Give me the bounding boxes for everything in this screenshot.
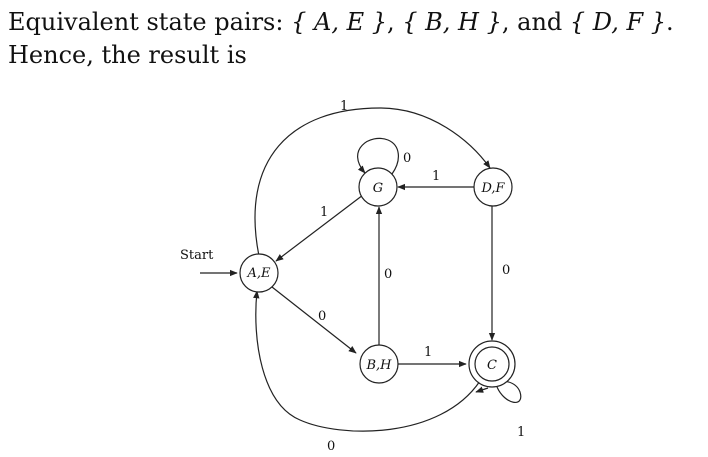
pair-separator-1: ,: [387, 8, 403, 36]
state-df: D,F: [473, 167, 513, 207]
pair-b-h: { B, H }: [402, 8, 502, 36]
equivalent-pairs-suffix: .: [666, 8, 674, 36]
edge-label-g-g: 0: [403, 151, 411, 166]
equivalent-pairs-line: Equivalent state pairs: { A, E }, { B, H…: [8, 6, 674, 39]
state-ae: A,E: [239, 253, 279, 293]
state-c: C: [468, 340, 516, 388]
edge-ae-bh: [271, 286, 357, 354]
edge-label-c-ae: 0: [327, 439, 335, 454]
state-bh-label: B,H: [365, 358, 392, 373]
edge-c-c-arrow: [475, 386, 489, 393]
edge-label-ae-df: 1: [340, 99, 348, 114]
state-ae-circle: [239, 253, 279, 293]
edge-label-ae-bh: 0: [318, 309, 326, 324]
state-g: G: [358, 167, 398, 207]
edge-label-g-ae: 1: [320, 205, 328, 220]
equivalent-pairs-prefix: Equivalent state pairs:: [8, 8, 292, 36]
edge-label-bh-g: 0: [384, 267, 392, 282]
pair-d-f: { D, F }: [569, 8, 666, 36]
state-df-circle: [473, 167, 513, 207]
state-bh: B,H: [359, 344, 399, 384]
state-g-circle: [358, 167, 398, 207]
state-df-label: D,F: [480, 181, 505, 196]
state-c-inner-circle: [474, 346, 510, 382]
state-ae-label: A,E: [246, 266, 271, 281]
edge-label-df-g: 1: [432, 169, 440, 184]
pair-a-e: { A, E }: [291, 8, 387, 36]
description-text: Equivalent state pairs: { A, E }, { B, H…: [8, 6, 674, 72]
edge-label-df-c: 0: [502, 263, 510, 278]
state-g-label: G: [373, 181, 383, 196]
edge-c-ae: [253, 290, 481, 432]
pair-separator-2: , and: [501, 8, 570, 36]
edge-label-c-c: 1: [517, 425, 525, 440]
edge-g-ae: [275, 194, 364, 262]
state-bh-circle: [359, 344, 399, 384]
edge-ae-df: [254, 107, 491, 257]
state-c-label: C: [487, 358, 497, 373]
edge-g-g: [357, 137, 399, 175]
result-intro-line: Hence, the result is: [8, 41, 247, 69]
edge-label-bh-c: 1: [424, 345, 432, 360]
start-label: Start: [180, 248, 214, 263]
